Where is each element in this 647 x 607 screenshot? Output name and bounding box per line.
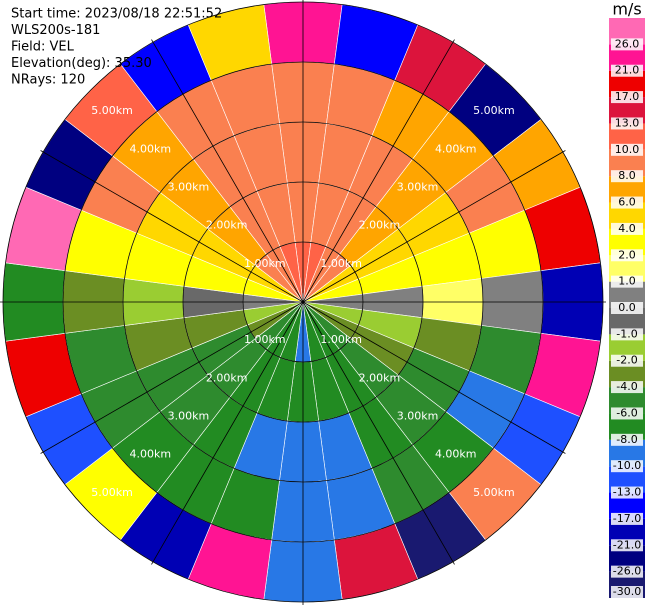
spoke: [151, 39, 304, 303]
spoke: [302, 301, 566, 454]
spoke: [302, 150, 566, 303]
header-line: Start time: 2023/08/18 22:51:52: [11, 7, 222, 22]
spoke: [40, 150, 304, 303]
colorbar-label-bg: [611, 565, 643, 578]
colorbar-tick-label: 13.0: [615, 116, 640, 129]
colorbar-label-bg: [611, 302, 643, 314]
colorbar-tick-label: -8.0: [616, 433, 637, 446]
colorbar-tick-label: 10.0: [615, 143, 640, 156]
range-ring-label: 5.00km: [473, 104, 515, 117]
spoke: [151, 301, 304, 565]
colorbar-tick-label: 8.0: [618, 169, 636, 182]
colorbar-tick-label: -30.0: [613, 585, 641, 598]
range-ring-label: 4.00km: [435, 142, 477, 155]
colorbar-tick-label: -2.0: [616, 354, 637, 367]
range-ring: [62, 61, 544, 543]
header-line: WLS200s-181: [11, 23, 100, 38]
colorbar-label-bg: [611, 328, 643, 341]
colorbar-label-bg: [611, 38, 643, 51]
range-ring-label: 2.00km: [206, 219, 248, 232]
range-ring-label: 3.00km: [397, 180, 439, 193]
colorbar-label-bg: [611, 539, 643, 552]
colorbar-tick-label: 1.0: [618, 275, 636, 288]
range-ring-label: 2.00km: [359, 219, 401, 232]
colorbar-label-bg: [611, 381, 643, 394]
range-ring-label: 4.00km: [129, 142, 171, 155]
range-ring-label: 5.00km: [91, 104, 133, 117]
colorbar-tick-label: 6.0: [618, 196, 636, 209]
colorbar-label-bg: [611, 354, 643, 367]
spoke: [40, 301, 304, 454]
range-ring: [182, 181, 424, 423]
colorbar-label-bg: [611, 91, 643, 104]
range-ring-label: 3.00km: [168, 180, 210, 193]
colorbar-label-bg: [611, 460, 643, 473]
colorbar-tick-label: -1.0: [616, 327, 637, 340]
range-ring-label: 5.00km: [473, 486, 515, 499]
range-ring-label: 2.00km: [206, 371, 248, 384]
colorbar-label-bg: [611, 170, 643, 183]
colorbar-tick-label: -26.0: [613, 565, 641, 578]
colorbar-tick-label: -13.0: [613, 486, 641, 499]
range-ring: [2, 1, 604, 603]
header-line: Field: VEL: [11, 40, 75, 55]
range-ring-label: 3.00km: [397, 410, 439, 423]
range-ring: [122, 121, 484, 483]
colorbar-tick-label: 17.0: [615, 90, 640, 103]
colorbar-label-bg: [611, 486, 643, 499]
colorbar-tick-label: 21.0: [615, 64, 640, 77]
range-ring-label: 1.00km: [320, 257, 362, 270]
colorbar-label-bg: [611, 586, 643, 598]
colorbar-tick-label: -4.0: [616, 380, 637, 393]
colorbar-label-bg: [611, 512, 643, 525]
colorbar-tick-label: -10.0: [613, 459, 641, 472]
colorbar-tick-label: -21.0: [613, 538, 641, 551]
spoke: [302, 39, 455, 303]
range-ring-label: 4.00km: [129, 448, 171, 461]
colorbar-tick-label: 2.0: [618, 248, 636, 261]
colorbar-label-bg: [611, 143, 643, 156]
colorbar-label-bg: [611, 433, 643, 446]
colorbar-tick-label: -6.0: [616, 406, 637, 419]
colorbar-tick-label: 4.0: [618, 222, 636, 235]
colorbar-label-bg: [611, 117, 643, 130]
colorbar-tick-label: 26.0: [615, 37, 640, 50]
colorbar-label-bg: [611, 407, 643, 420]
colorbar-label-bg: [611, 64, 643, 77]
colorbar-tick-label: -17.0: [613, 512, 641, 525]
header-line: NRays: 120: [11, 73, 85, 88]
range-ring-label: 5.00km: [91, 486, 133, 499]
range-ring-label: 1.00km: [244, 333, 286, 346]
range-ring-label: 1.00km: [244, 257, 286, 270]
range-ring-label: 1.00km: [320, 333, 362, 346]
spoke: [302, 301, 455, 565]
colorbar-label-bg: [611, 249, 643, 262]
range-ring: [242, 241, 364, 363]
range-ring-label: 3.00km: [168, 410, 210, 423]
colorbar: 26.0 21.0 17.0 13.0 10.0 8.0 6.0 4.0 2.0 1.0 0.0 -1…: [609, 18, 645, 598]
header: Start time: 2023/08/18 22:51:52WLS200s-1…: [11, 7, 222, 88]
range-ring-label: 4.00km: [435, 448, 477, 461]
colorbar-label-bg: [611, 196, 643, 209]
range-ring-label: 2.00km: [359, 371, 401, 384]
colorbar-label-bg: [611, 222, 643, 235]
colorbar-label-bg: [611, 275, 643, 288]
header-line: Elevation(deg): 35.30: [11, 56, 152, 71]
colorbar-tick-label: 0.0: [618, 301, 636, 314]
range-grid: 1.00km 1.00km 1.00km 1.00km 2.00km 2.00km 2.00…: [0, 0, 606, 605]
colorbar-title: m/s: [612, 0, 641, 19]
